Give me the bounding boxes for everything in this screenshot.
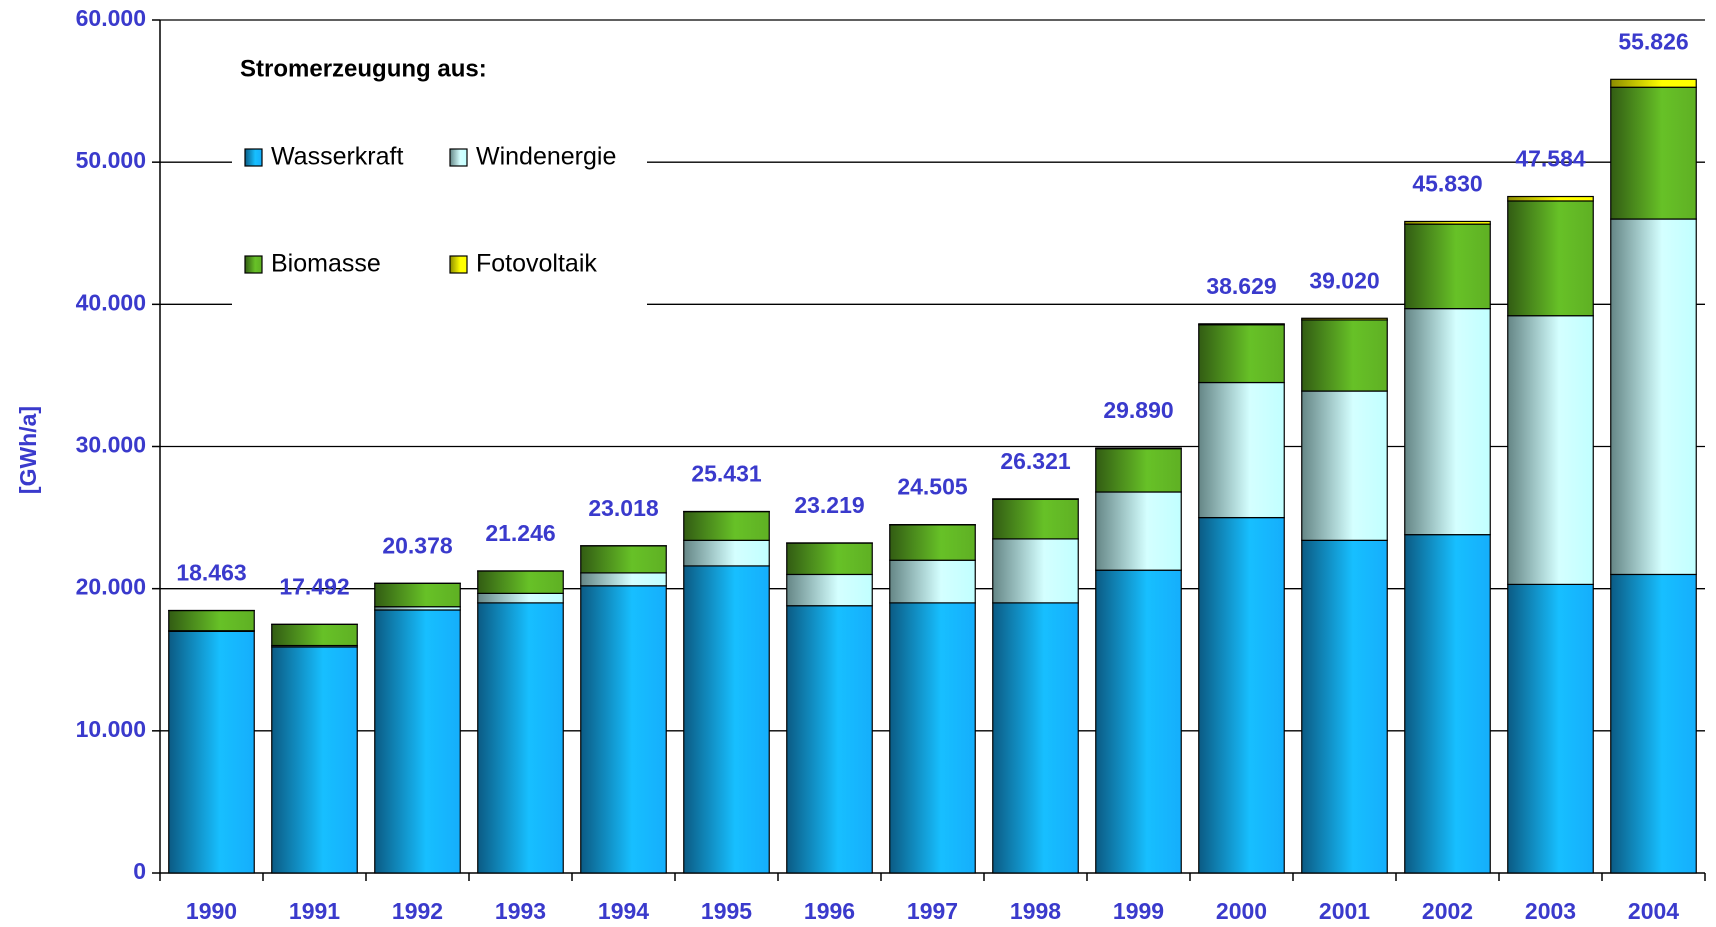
x-tick-label: 2003 xyxy=(1525,898,1576,924)
bar-segment xyxy=(580,572,667,587)
bar-segment xyxy=(1610,218,1697,576)
bar-segment xyxy=(374,609,461,874)
x-tick-label: 1997 xyxy=(907,898,958,924)
bar-segment xyxy=(786,605,873,874)
x-tick-label: 1993 xyxy=(495,898,546,924)
total-label: 21.246 xyxy=(485,520,555,546)
total-label: 26.321 xyxy=(1000,448,1071,474)
x-tick-label: 2000 xyxy=(1216,898,1267,924)
bar-segment xyxy=(1095,491,1182,571)
total-label: 25.431 xyxy=(691,461,762,487)
total-label: 39.020 xyxy=(1309,267,1379,293)
bar-segment xyxy=(1198,323,1285,326)
x-tick-label: 2002 xyxy=(1422,898,1473,924)
bar-segment xyxy=(683,511,770,541)
bar-segment xyxy=(1507,315,1594,586)
x-tick-label: 2004 xyxy=(1628,898,1679,924)
legend-label: Biomasse xyxy=(271,250,381,278)
bar-segment xyxy=(1095,569,1182,874)
legend-label: Fotovoltaik xyxy=(476,250,597,278)
x-tick-label: 1992 xyxy=(392,898,443,924)
x-tick-label: 1996 xyxy=(804,898,855,924)
legend-swatch xyxy=(449,255,468,274)
total-label: 38.629 xyxy=(1206,273,1276,299)
bar-segment xyxy=(786,573,873,607)
bar-segment xyxy=(1301,317,1388,321)
total-label: 29.890 xyxy=(1103,397,1173,423)
bar-segment xyxy=(683,565,770,874)
y-tick-label: 20.000 xyxy=(76,574,146,600)
bar-segment xyxy=(1198,324,1285,384)
total-label: 45.830 xyxy=(1412,171,1482,197)
bar-segment xyxy=(992,602,1079,874)
bar-segment xyxy=(374,582,461,608)
legend-label: Windenergie xyxy=(476,143,616,171)
bar-segment xyxy=(168,630,255,874)
bar-segment xyxy=(1507,200,1594,317)
bar-segment xyxy=(1301,390,1388,541)
bar-segment xyxy=(1198,516,1285,874)
total-label: 18.463 xyxy=(176,560,246,586)
bar-segment xyxy=(1404,534,1491,874)
bar-segment xyxy=(477,570,564,594)
bar-segment xyxy=(168,609,255,632)
bar-segment xyxy=(1507,195,1594,202)
bar-segment xyxy=(477,592,564,604)
bar-segment xyxy=(271,623,358,647)
bar-segment xyxy=(683,539,770,567)
total-label: 55.826 xyxy=(1618,28,1688,54)
x-tick-label: 1995 xyxy=(701,898,752,924)
legend-swatch xyxy=(244,148,263,167)
bar-segment xyxy=(1404,220,1491,225)
bar-segment xyxy=(889,602,976,874)
bar-segment xyxy=(1404,307,1491,536)
bar-segment xyxy=(1610,573,1697,874)
total-label: 23.018 xyxy=(588,495,659,521)
legend-title: Stromerzeugung aus: xyxy=(240,55,487,82)
bar-segment xyxy=(1198,381,1285,519)
y-tick-label: 50.000 xyxy=(76,147,146,173)
bar-segment xyxy=(477,602,564,874)
bar-segment xyxy=(1404,223,1491,310)
x-tick-label: 2001 xyxy=(1319,898,1370,924)
bar-segment xyxy=(889,559,976,604)
bar-segment xyxy=(1301,319,1388,392)
y-tick-label: 30.000 xyxy=(76,432,146,458)
legend-swatch xyxy=(449,148,468,167)
legend-swatch xyxy=(244,255,263,274)
x-tick-label: 1994 xyxy=(598,898,649,924)
x-tick-label: 1998 xyxy=(1010,898,1061,924)
bar-segment xyxy=(992,538,1079,604)
x-tick-label: 1991 xyxy=(289,898,340,924)
bar-segment xyxy=(580,545,667,574)
y-tick-label: 10.000 xyxy=(76,716,146,742)
bar-segment xyxy=(889,524,976,561)
y-tick-label: 0 xyxy=(133,858,146,884)
total-label: 17.492 xyxy=(279,573,349,599)
bar-segment xyxy=(786,542,873,576)
total-label: 24.505 xyxy=(897,474,968,500)
x-tick-label: 1999 xyxy=(1113,898,1164,924)
legend-label: Wasserkraft xyxy=(271,143,403,171)
x-tick-label: 1990 xyxy=(186,898,237,924)
bar-segment xyxy=(580,585,667,874)
bar-segment xyxy=(1610,86,1697,220)
y-tick-label: 60.000 xyxy=(76,5,146,31)
total-label: 47.584 xyxy=(1515,146,1586,172)
bar-segment xyxy=(992,498,1079,540)
total-label: 23.219 xyxy=(794,492,864,518)
bar-segment xyxy=(1095,447,1182,450)
bar-segment xyxy=(271,646,358,874)
bar-segment xyxy=(1301,539,1388,874)
bar-segment xyxy=(1507,583,1594,874)
y-axis-label: [GWh/a] xyxy=(15,406,41,494)
bar-segment xyxy=(1610,78,1697,88)
legend-background xyxy=(232,45,647,307)
bar-segment xyxy=(1095,448,1182,493)
total-label: 20.378 xyxy=(382,532,453,558)
y-tick-label: 40.000 xyxy=(76,289,146,315)
